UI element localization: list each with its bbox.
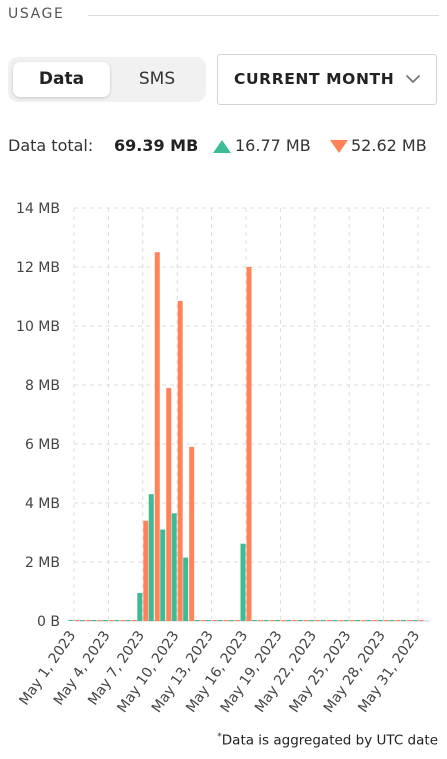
upload-bar — [343, 620, 349, 621]
y-tick-label: 2 MB — [25, 555, 60, 571]
footnote-mark: * — [217, 732, 222, 742]
upload-bar — [274, 620, 280, 621]
upload-bar — [320, 620, 326, 621]
download-bar — [189, 446, 195, 621]
download-bar — [246, 267, 252, 621]
upload-bar — [194, 620, 200, 621]
download-total-value: 52.62 MB — [351, 136, 427, 155]
section-divider — [88, 15, 439, 16]
upload-bar — [366, 620, 372, 621]
download-bar — [154, 252, 160, 621]
download-bar — [338, 620, 344, 621]
footnote-text: Data is aggregated by UTC date — [221, 732, 438, 749]
download-bar — [108, 620, 114, 621]
upload-bar — [389, 620, 395, 621]
download-bar — [372, 620, 378, 621]
upload-bar — [251, 620, 257, 621]
upload-bar — [114, 620, 120, 621]
y-tick-label: 0 B — [37, 614, 60, 630]
download-bar — [212, 620, 218, 621]
download-bar — [407, 620, 413, 621]
tab-data[interactable]: Data — [13, 62, 110, 97]
download-bar — [269, 620, 275, 621]
download-bar — [292, 620, 298, 621]
download-bar — [200, 620, 206, 621]
download-bar — [85, 620, 91, 621]
period-select-value: CURRENT MONTH — [234, 70, 395, 88]
download-bar — [177, 300, 183, 621]
upload-bar — [102, 620, 108, 621]
upload-bar — [148, 494, 154, 621]
upload-bar — [401, 620, 407, 621]
download-bar — [326, 620, 332, 621]
download-bar — [131, 620, 137, 621]
upload-bar — [412, 620, 418, 621]
tab-sms[interactable]: SMS — [138, 69, 176, 89]
upload-bar — [160, 529, 166, 621]
download-bar — [395, 620, 401, 621]
upload-total-value: 16.77 MB — [235, 136, 311, 155]
y-tick-label: 12 MB — [16, 260, 60, 276]
download-bar — [303, 620, 309, 621]
upload-bar — [263, 620, 269, 621]
download-bar — [235, 620, 241, 621]
upload-bar — [309, 620, 315, 621]
download-bar — [315, 620, 321, 621]
download-bar — [349, 620, 355, 621]
upload-bar — [229, 620, 235, 621]
upload-bar — [378, 620, 384, 621]
upload-bar — [332, 620, 338, 621]
upload-bar — [217, 620, 223, 621]
usage-type-toggle: Data SMS — [8, 57, 206, 102]
y-tick-label: 8 MB — [25, 378, 60, 394]
download-bar — [120, 620, 126, 621]
upload-bar — [286, 620, 292, 621]
upload-bar — [91, 620, 97, 621]
download-bar — [257, 620, 263, 621]
download-bar — [97, 620, 103, 621]
footnote: *Data is aggregated by UTC date — [217, 732, 438, 749]
download-bar — [280, 620, 286, 621]
data-total-value: 69.39 MB — [114, 136, 199, 155]
y-tick-label: 10 MB — [16, 319, 60, 335]
chevron-down-icon — [406, 75, 420, 83]
upload-bar — [79, 620, 85, 621]
triangle-down-icon — [330, 140, 348, 153]
upload-bar — [68, 620, 74, 621]
download-bar — [361, 620, 367, 621]
download-bar — [166, 387, 172, 621]
upload-bar — [240, 543, 246, 621]
triangle-up-icon — [213, 140, 231, 153]
y-tick-label: 14 MB — [16, 201, 60, 217]
upload-bar — [183, 557, 189, 621]
upload-bar — [171, 513, 177, 621]
section-title: USAGE — [8, 6, 65, 22]
upload-bar — [297, 620, 303, 621]
upload-bar — [125, 620, 131, 621]
section-header: USAGE — [8, 6, 439, 26]
download-bar — [223, 620, 229, 621]
download-bar — [418, 620, 424, 621]
upload-bar — [355, 620, 361, 621]
period-select[interactable]: CURRENT MONTH — [217, 54, 437, 105]
y-tick-label: 6 MB — [25, 437, 60, 453]
y-tick-label: 4 MB — [25, 496, 60, 512]
download-bar — [384, 620, 390, 621]
download-bar — [143, 520, 149, 621]
upload-bar — [137, 592, 143, 621]
data-total-label: Data total: — [8, 136, 94, 155]
upload-bar — [206, 620, 212, 621]
download-bar — [74, 620, 80, 621]
